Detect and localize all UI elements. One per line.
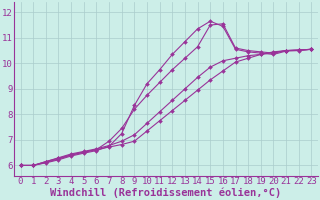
X-axis label: Windchill (Refroidissement éolien,°C): Windchill (Refroidissement éolien,°C): [50, 187, 282, 198]
